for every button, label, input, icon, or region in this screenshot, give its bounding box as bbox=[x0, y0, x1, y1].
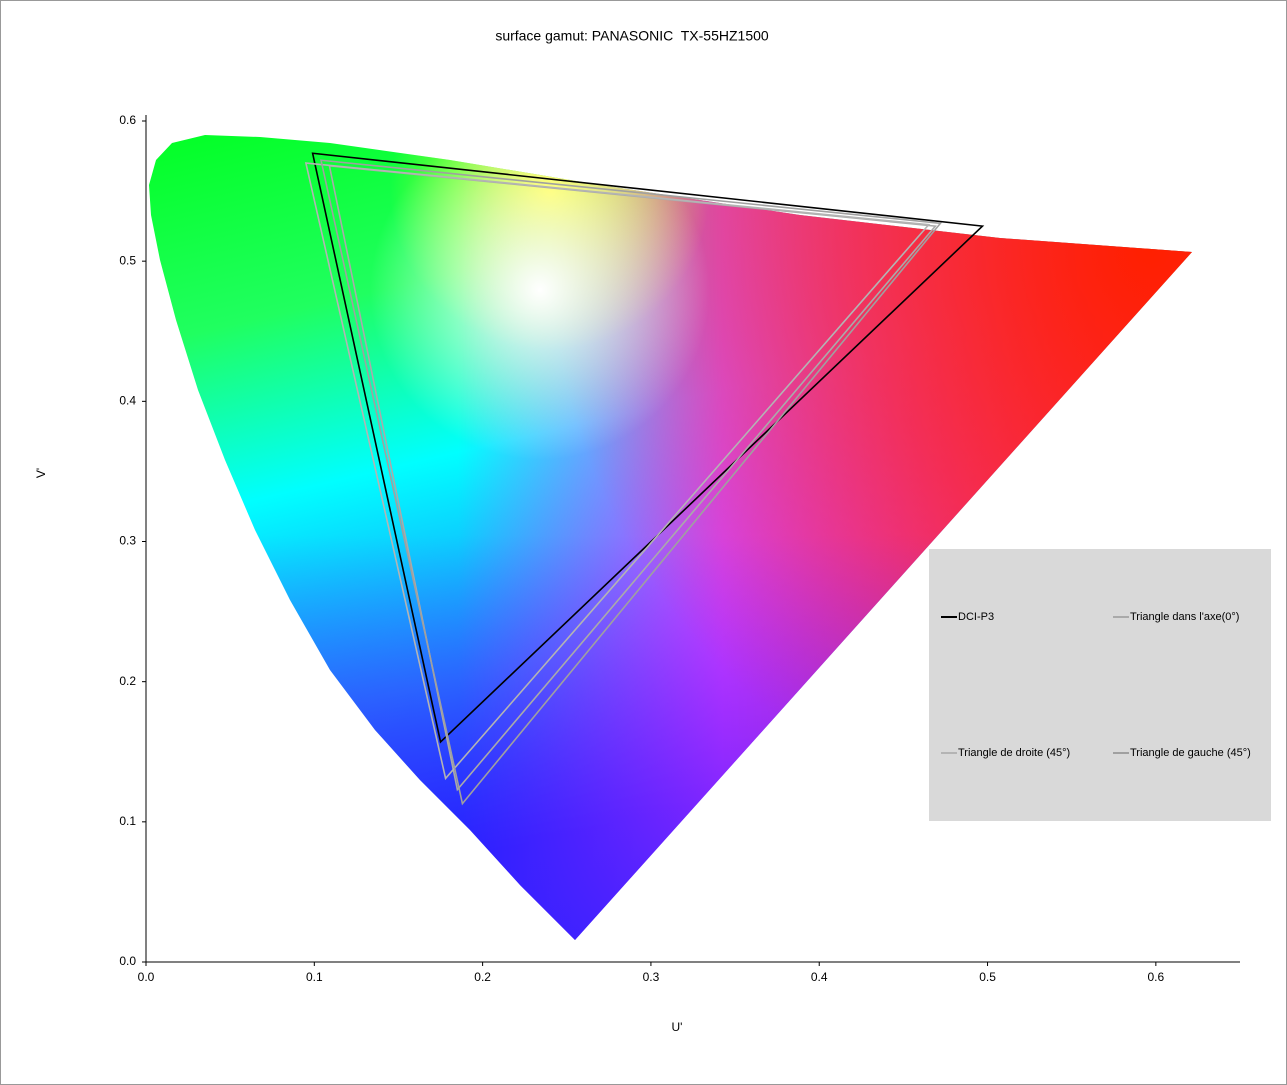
y-tick-label: 0.2 bbox=[119, 674, 136, 688]
gamut-triangle bbox=[304, 162, 931, 781]
gamut-triangle bbox=[320, 159, 942, 806]
x-tick-label: 0.3 bbox=[643, 970, 660, 984]
gamut-triangle bbox=[311, 152, 985, 744]
y-tick-label: 0.5 bbox=[119, 253, 136, 267]
x-axis-label: U' bbox=[672, 1020, 683, 1034]
legend-entries: DCI-P3 Triangle dans l'axe(0°) Triangle de… bbox=[941, 611, 1251, 759]
x-tick-label: 0.2 bbox=[474, 970, 491, 984]
legend bbox=[929, 549, 1271, 821]
y-tick-label: 0.6 bbox=[119, 113, 136, 127]
legend-label: Triangle dans l'axe(0°) bbox=[1130, 611, 1239, 623]
chart-title: surface gamut: PANASONIC TX-55HZ1500 bbox=[495, 28, 769, 44]
x-tick-label: 0.6 bbox=[1148, 970, 1165, 984]
x-tick-label: 0.4 bbox=[811, 970, 828, 984]
y-axis-label: V' bbox=[34, 468, 48, 478]
legend-label: Triangle de droite (45°) bbox=[958, 747, 1070, 759]
x-tick-label: 0.5 bbox=[979, 970, 996, 984]
y-tick-label: 0.3 bbox=[119, 534, 136, 548]
y-tick-label: 0.1 bbox=[119, 814, 136, 828]
x-tick-label: 0.0 bbox=[138, 970, 155, 984]
legend-label: Triangle de gauche (45°) bbox=[1130, 747, 1251, 759]
legend-label: DCI-P3 bbox=[958, 611, 994, 623]
x-tick-label: 0.1 bbox=[306, 970, 323, 984]
y-tick-label: 0.0 bbox=[119, 954, 136, 968]
y-tick-label: 0.4 bbox=[119, 394, 136, 408]
